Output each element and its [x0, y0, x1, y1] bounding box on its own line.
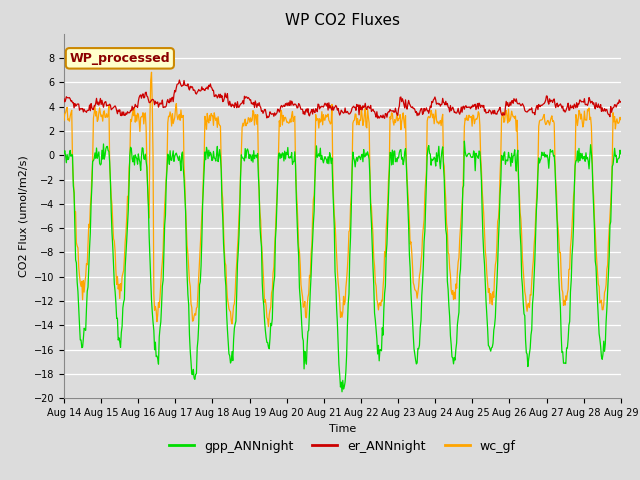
Title: WP CO2 Fluxes: WP CO2 Fluxes: [285, 13, 400, 28]
Text: WP_processed: WP_processed: [70, 52, 170, 65]
Legend: gpp_ANNnight, er_ANNnight, wc_gf: gpp_ANNnight, er_ANNnight, wc_gf: [164, 435, 520, 458]
X-axis label: Time: Time: [329, 424, 356, 433]
Y-axis label: CO2 Flux (umol/m2/s): CO2 Flux (umol/m2/s): [18, 155, 28, 277]
